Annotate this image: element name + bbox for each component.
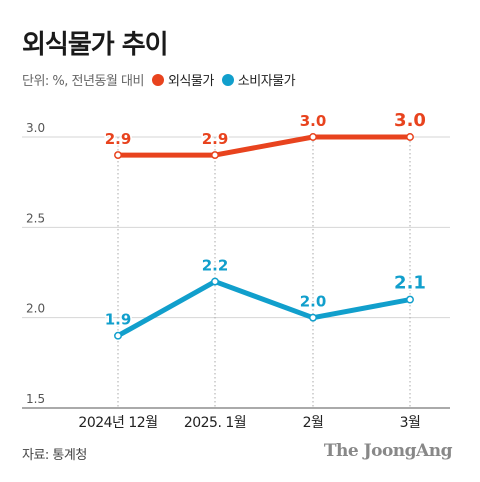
y-tick-label: 1.5 (26, 392, 45, 406)
x-tick-label: 2월 (303, 415, 324, 431)
legend-dot-consumer (221, 73, 234, 86)
legend: 단위: %, 전년동월 대비 외식물가 소비자물가 (22, 70, 303, 89)
legend-label-consumer: 소비자물가 (237, 74, 296, 89)
data-label: 3.0 (394, 110, 426, 131)
data-label: 2.0 (300, 293, 327, 311)
y-tick-label: 2.5 (26, 211, 45, 225)
data-point (211, 277, 219, 286)
data-point (211, 151, 219, 160)
data-label: 1.9 (105, 311, 132, 329)
legend-label-dining-out: 외식물가 (167, 74, 214, 89)
data-label: 2.1 (394, 273, 426, 294)
data-label: 2.2 (202, 257, 229, 275)
source-label: 자료: 통계청 (22, 448, 87, 463)
x-tick-label: 3월 (400, 415, 421, 431)
data-point (406, 295, 414, 304)
data-point (406, 133, 414, 141)
legend-dot-dining-out (151, 73, 164, 86)
data-point (309, 133, 317, 141)
brand-logo: The JoongAng (323, 441, 453, 461)
y-tick-label: 3.0 (26, 121, 45, 135)
series-line-dining-out (115, 134, 413, 158)
data-point (309, 313, 317, 322)
series-line-consumer (115, 279, 413, 339)
x-tick-label: 2024년 12월 (78, 415, 157, 431)
legend-item-dining-out: 외식물가 (151, 70, 214, 89)
legend-item-consumer: 소비자물가 (221, 70, 296, 89)
data-label: 3.0 (300, 112, 327, 130)
chart-title: 외식물가 추이 (22, 30, 169, 60)
y-tick-label: 2.0 (26, 302, 45, 316)
data-label: 2.9 (202, 130, 229, 148)
data-label: 2.9 (105, 130, 132, 148)
unit-label: 단위: %, 전년동월 대비 (22, 74, 144, 89)
x-tick-label: 2025. 1월 (184, 415, 246, 431)
data-point (114, 151, 122, 160)
data-point (114, 331, 122, 340)
